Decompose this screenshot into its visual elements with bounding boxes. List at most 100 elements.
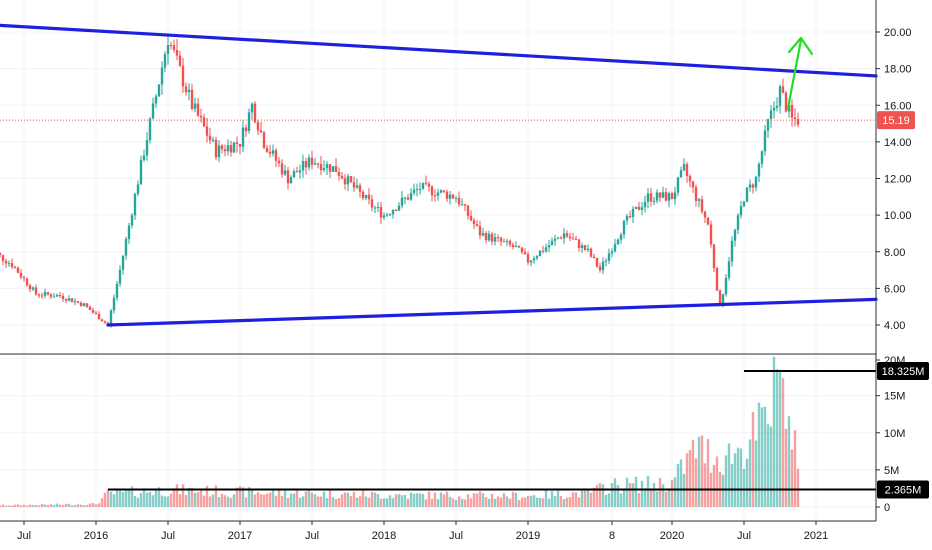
candle-body [85, 303, 89, 307]
price-tick-label: 12.00 [884, 174, 912, 186]
candle-body [199, 115, 203, 118]
candle-body [247, 112, 251, 131]
volume-bar [706, 439, 710, 507]
volume-bar [289, 493, 293, 507]
volume-bar [535, 497, 539, 507]
volume-bar [496, 496, 500, 507]
volume-bar [88, 503, 92, 507]
candle-body [496, 237, 500, 239]
candle-body [61, 295, 65, 299]
volume-bar [115, 488, 119, 507]
candle-body [520, 247, 524, 253]
volume-bar [172, 488, 176, 507]
volume-bar [421, 494, 425, 507]
volume-bar [544, 490, 548, 507]
volume-bar [643, 488, 647, 507]
candle-body [265, 147, 269, 152]
candle-body [706, 217, 710, 225]
candle-body [139, 159, 143, 185]
candle-body [565, 233, 569, 237]
time-tick-label: Jul [449, 530, 463, 542]
volume-bar [739, 448, 743, 507]
volume-bar [76, 504, 80, 507]
volume-bar [505, 496, 509, 507]
candle-body [337, 171, 341, 176]
volume-bar [790, 449, 794, 507]
candle-body [88, 306, 92, 311]
candle-body [547, 245, 551, 248]
volume-bar [121, 492, 125, 507]
volume-bar [571, 492, 575, 507]
volume-bar [334, 499, 338, 507]
candle-body [103, 321, 107, 323]
volume-bar [772, 356, 776, 507]
candle-body [259, 130, 263, 133]
candle-body [256, 122, 260, 131]
volume-bar [592, 487, 596, 507]
volume-bar [97, 503, 101, 507]
candle-body [592, 256, 596, 258]
candle-body [646, 193, 650, 202]
candle-body [412, 189, 416, 193]
volume-bar [211, 494, 215, 507]
candle-body [109, 310, 113, 325]
volume-bar [451, 498, 455, 507]
volume-bar [292, 493, 296, 507]
candle-body [217, 145, 221, 158]
volume-bar [259, 494, 263, 507]
volume-bar [775, 369, 779, 507]
candle-body [628, 216, 632, 218]
candle-body [205, 126, 209, 136]
volume-bar [478, 491, 482, 507]
candle-body [541, 250, 545, 252]
volume-bar [232, 494, 236, 507]
volume-bar [262, 494, 266, 507]
candle-body [736, 215, 740, 230]
candle-body [154, 96, 158, 104]
volume-bar [349, 496, 353, 507]
candle-body [589, 248, 593, 257]
candle-body [145, 140, 149, 156]
volume-bar [502, 493, 506, 507]
time-tick-label: Jul [305, 530, 319, 542]
volume-bar [574, 492, 578, 507]
time-tick-label: 8 [609, 530, 615, 542]
volume-bar [607, 493, 611, 507]
candle-body [793, 117, 797, 120]
candle-body [415, 189, 419, 191]
candle-body [454, 197, 458, 199]
volume-bar [733, 453, 737, 507]
candle-body [607, 253, 611, 261]
candle-body [382, 215, 386, 218]
volume-bar [253, 494, 257, 507]
volume-bar [28, 504, 32, 507]
candle-body [409, 192, 413, 200]
volume-bar [637, 493, 641, 507]
candle-body [544, 247, 548, 252]
candle-body [163, 53, 167, 68]
volume-bar [130, 486, 134, 507]
volume-bar [220, 493, 224, 507]
candle-body [634, 206, 638, 209]
volume-tick-label: 0 [884, 502, 890, 514]
volume-bar [640, 480, 644, 507]
green-arrow-annotation [786, 36, 814, 110]
volume-bar [388, 495, 392, 507]
price-tick-label: 16.00 [884, 100, 912, 112]
candle-body [388, 214, 392, 216]
candle-body [673, 192, 677, 200]
candle-body [184, 86, 188, 93]
candle-body [595, 257, 599, 267]
volume-bar [274, 495, 278, 507]
volume-bar [271, 490, 275, 507]
volume-bar [625, 477, 629, 507]
candle-body [469, 215, 473, 221]
candle-body [178, 55, 182, 66]
candle-body [223, 149, 227, 152]
candle-body [16, 267, 20, 273]
candle-body [97, 313, 101, 320]
candle-body [292, 171, 296, 178]
volume-bar [700, 435, 704, 507]
volume-bar [652, 483, 656, 507]
volume-bar [307, 490, 311, 507]
